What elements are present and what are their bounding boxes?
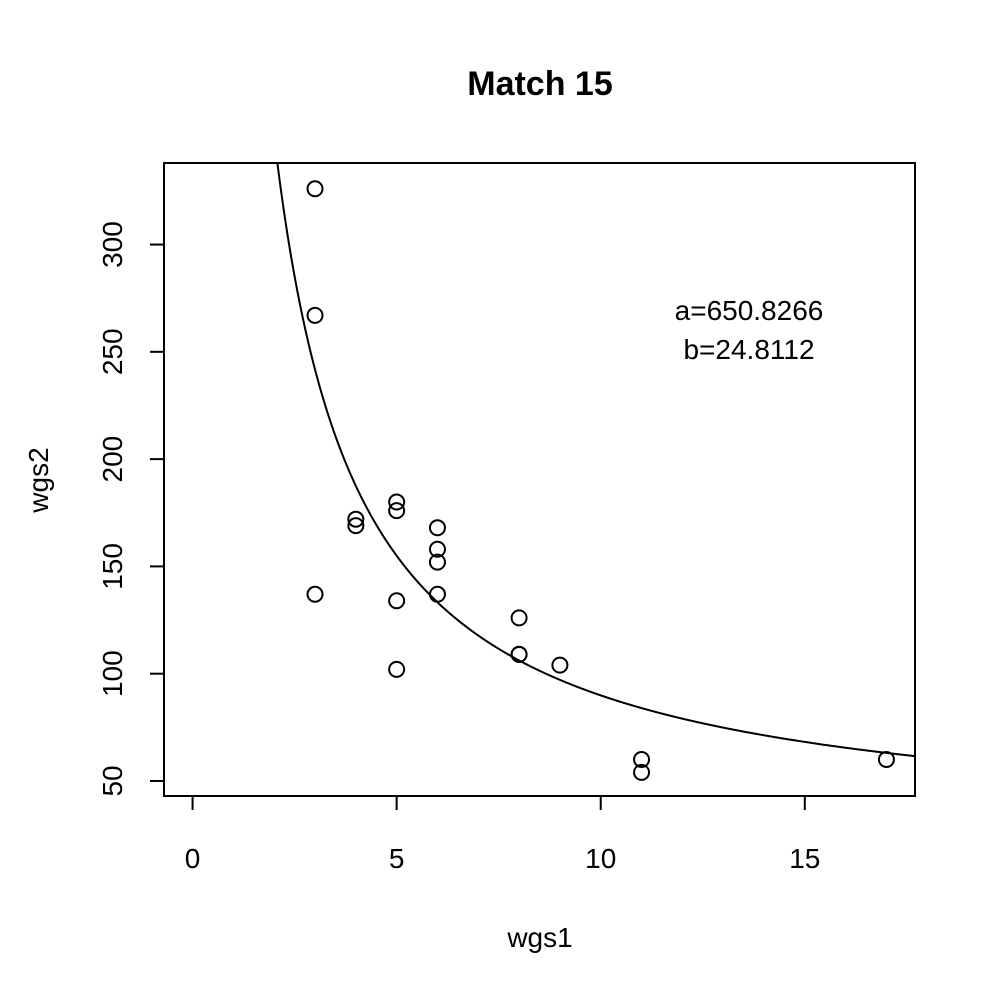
y-axis: 50 100 150 200 250 300: [97, 221, 165, 797]
plot-frame: [163, 162, 916, 797]
data-point: [428, 540, 446, 558]
y-tick-label: 100: [97, 650, 128, 697]
x-tick-label: 10: [585, 843, 616, 874]
data-point: [306, 306, 324, 324]
x-axis: 0 5 10 15: [185, 795, 820, 874]
fit-curve: [276, 163, 915, 758]
annotation-b: b=24.8112: [683, 334, 814, 365]
data-point: [388, 502, 406, 520]
y-tick-label: 300: [97, 221, 128, 268]
x-tick-label: 5: [389, 843, 405, 874]
fit-curve-layer: [276, 163, 915, 758]
data-point: [551, 656, 569, 674]
data-point: [877, 751, 895, 769]
points-layer: [306, 180, 895, 781]
data-point: [347, 517, 365, 535]
data-point: [428, 553, 446, 571]
data-point: [388, 493, 406, 511]
y-tick-label: 150: [97, 543, 128, 590]
data-point: [510, 645, 528, 663]
data-point: [347, 510, 365, 528]
y-axis-title: wgs2: [23, 447, 54, 513]
y-tick-label: 200: [97, 436, 128, 483]
data-point: [388, 660, 406, 678]
chart-title: Match 15: [467, 65, 613, 103]
data-point: [633, 751, 651, 769]
data-point: [428, 519, 446, 537]
data-point: [306, 180, 324, 198]
data-point: [510, 609, 528, 627]
data-point: [633, 763, 651, 781]
x-tick-label: 0: [185, 843, 201, 874]
y-tick-label: 250: [97, 328, 128, 375]
data-point: [306, 585, 324, 603]
annotation-a: a=650.8266: [675, 295, 824, 326]
data-point: [428, 585, 446, 603]
x-axis-title: wgs1: [506, 922, 572, 953]
data-point: [388, 592, 406, 610]
x-tick-label: 15: [789, 843, 820, 874]
y-tick-label: 50: [97, 765, 128, 796]
